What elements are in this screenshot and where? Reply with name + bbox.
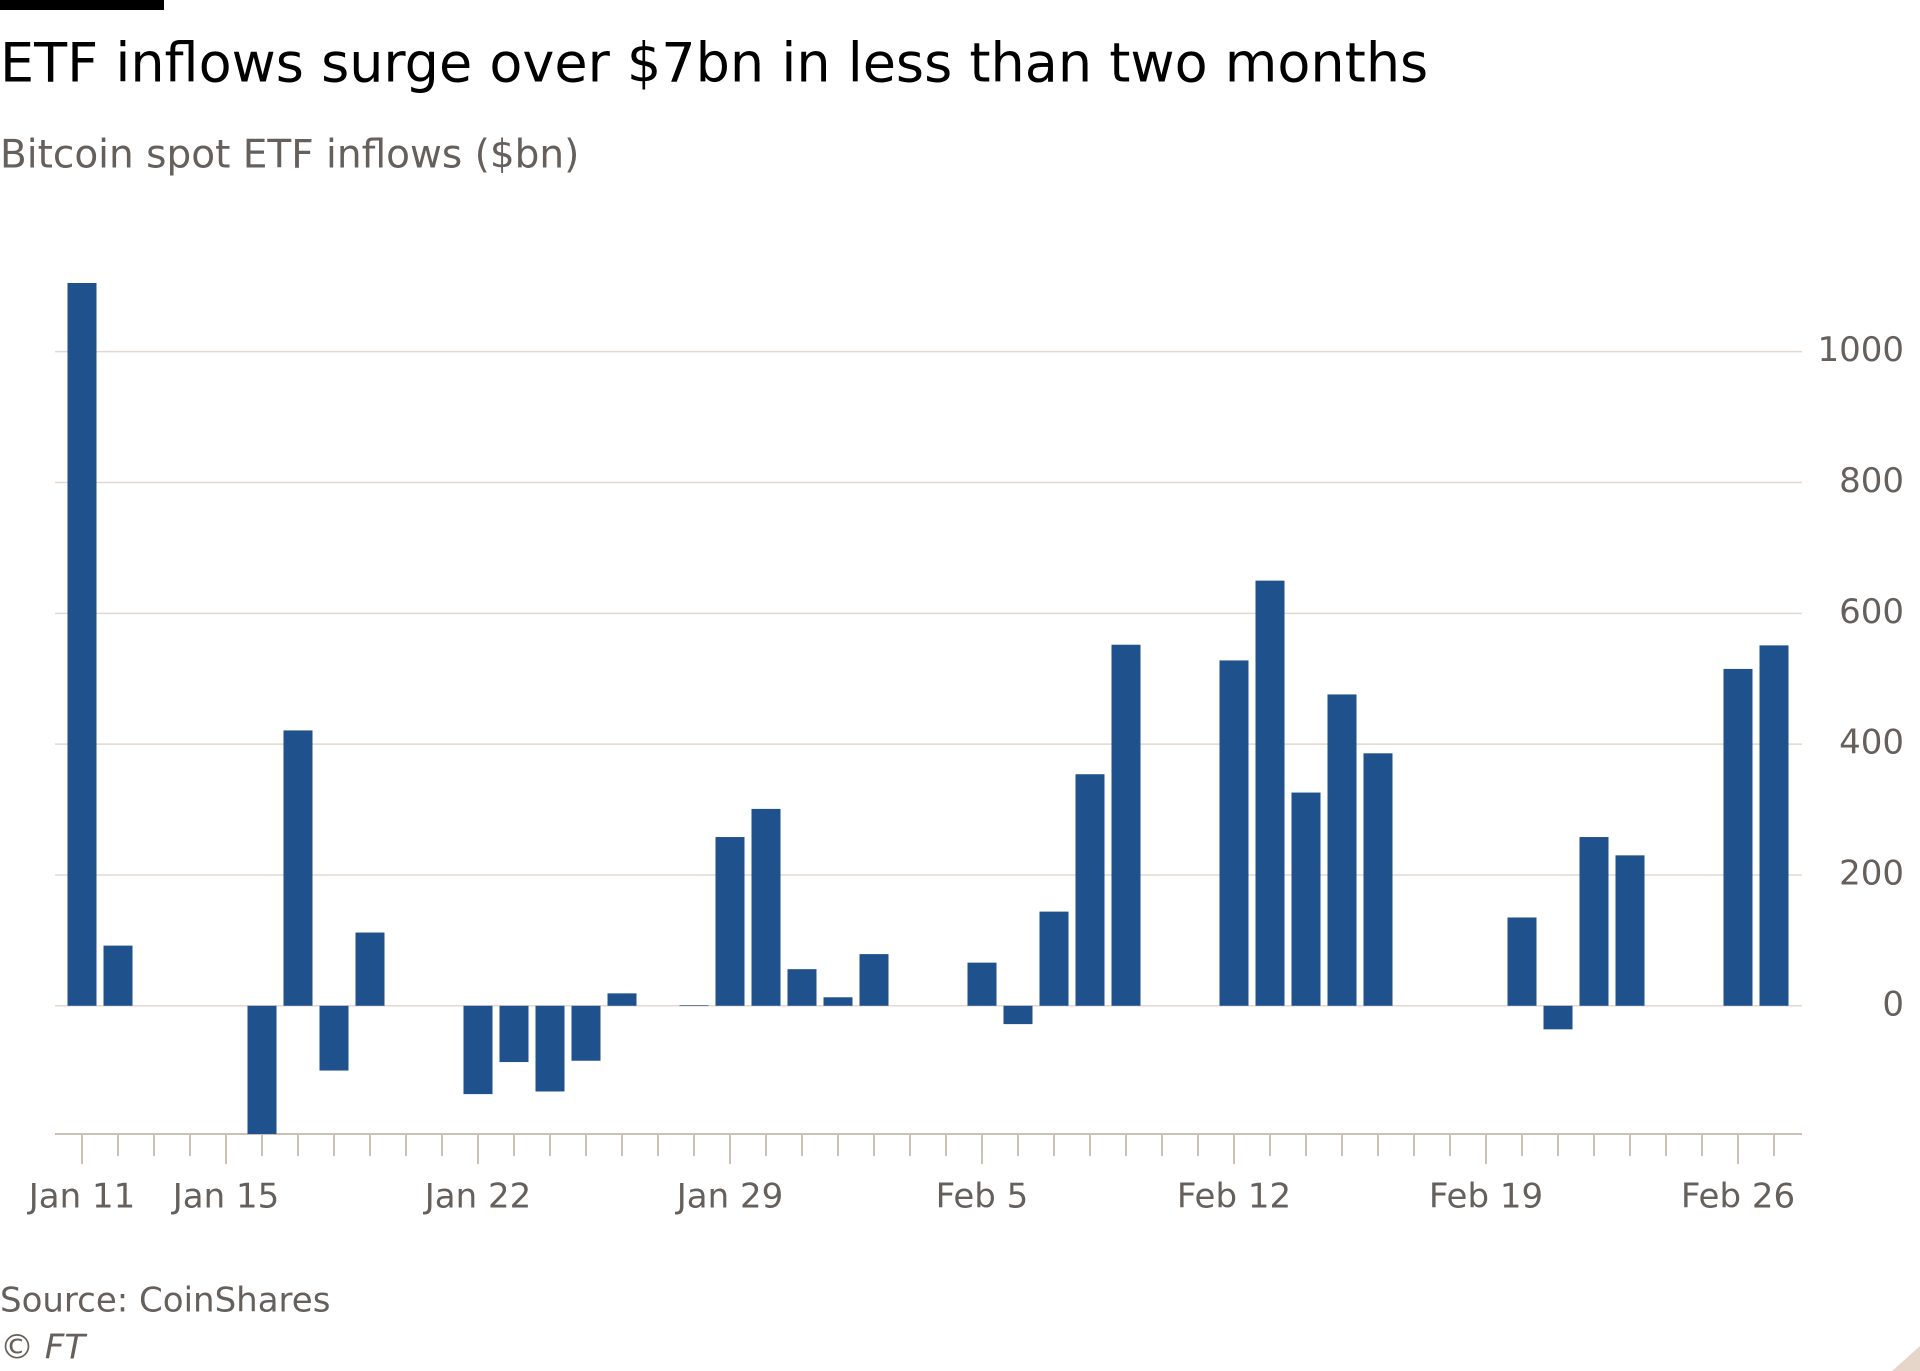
x-tick-label: Jan 11 bbox=[27, 1177, 135, 1217]
bar bbox=[1615, 855, 1645, 1006]
chart-subtitle: Bitcoin spot ETF inflows ($bn) bbox=[0, 133, 579, 178]
credit: © FT bbox=[0, 1328, 87, 1368]
x-tick-label: Jan 22 bbox=[423, 1177, 531, 1217]
bar bbox=[463, 1005, 493, 1095]
y-tick-label: 1000 bbox=[1817, 330, 1904, 370]
bar bbox=[103, 945, 133, 1006]
bar bbox=[1075, 774, 1105, 1006]
bar bbox=[1363, 753, 1393, 1006]
bar bbox=[1579, 837, 1609, 1006]
bar bbox=[1111, 644, 1141, 1006]
x-tick-label: Feb 19 bbox=[1429, 1177, 1543, 1217]
source: Source: CoinShares bbox=[0, 1281, 330, 1321]
bar bbox=[355, 932, 385, 1006]
bar bbox=[535, 1005, 565, 1092]
bar bbox=[823, 997, 853, 1006]
x-tick-label: Jan 29 bbox=[675, 1177, 783, 1217]
y-tick-label: 0 bbox=[1882, 984, 1904, 1024]
bar bbox=[1759, 645, 1789, 1006]
bar bbox=[1003, 1005, 1033, 1025]
bar bbox=[1039, 911, 1069, 1006]
y-tick-label: 200 bbox=[1839, 853, 1904, 893]
x-tick-label: Feb 5 bbox=[936, 1177, 1029, 1217]
x-tick-label: Jan 15 bbox=[171, 1177, 279, 1217]
bar bbox=[67, 283, 97, 1006]
bar bbox=[679, 1005, 709, 1006]
bar bbox=[607, 993, 637, 1006]
bar bbox=[499, 1005, 529, 1063]
bar bbox=[247, 1005, 277, 1134]
bar bbox=[1327, 694, 1357, 1006]
bar bbox=[319, 1005, 349, 1071]
y-tick-label: 400 bbox=[1839, 723, 1904, 763]
bar bbox=[967, 962, 997, 1006]
bar bbox=[787, 969, 817, 1006]
x-tick-label: Feb 26 bbox=[1681, 1177, 1795, 1217]
chart-title: ETF inflows surge over $7bn in less than… bbox=[0, 32, 1428, 95]
y-tick-label: 800 bbox=[1839, 461, 1904, 501]
bar bbox=[1219, 660, 1249, 1006]
top-bar bbox=[0, 0, 164, 10]
x-tick-label: Feb 12 bbox=[1177, 1177, 1291, 1217]
y-tick-label: 600 bbox=[1839, 592, 1904, 632]
bar bbox=[1543, 1005, 1573, 1030]
bar bbox=[1255, 580, 1285, 1006]
bar bbox=[859, 954, 889, 1006]
corner bbox=[1892, 1346, 1920, 1371]
bar bbox=[1507, 917, 1537, 1006]
bar bbox=[751, 808, 781, 1006]
bar bbox=[571, 1005, 601, 1061]
bar bbox=[1723, 668, 1753, 1006]
bar bbox=[283, 730, 313, 1006]
bar bbox=[715, 837, 745, 1006]
bar bbox=[1291, 792, 1321, 1006]
